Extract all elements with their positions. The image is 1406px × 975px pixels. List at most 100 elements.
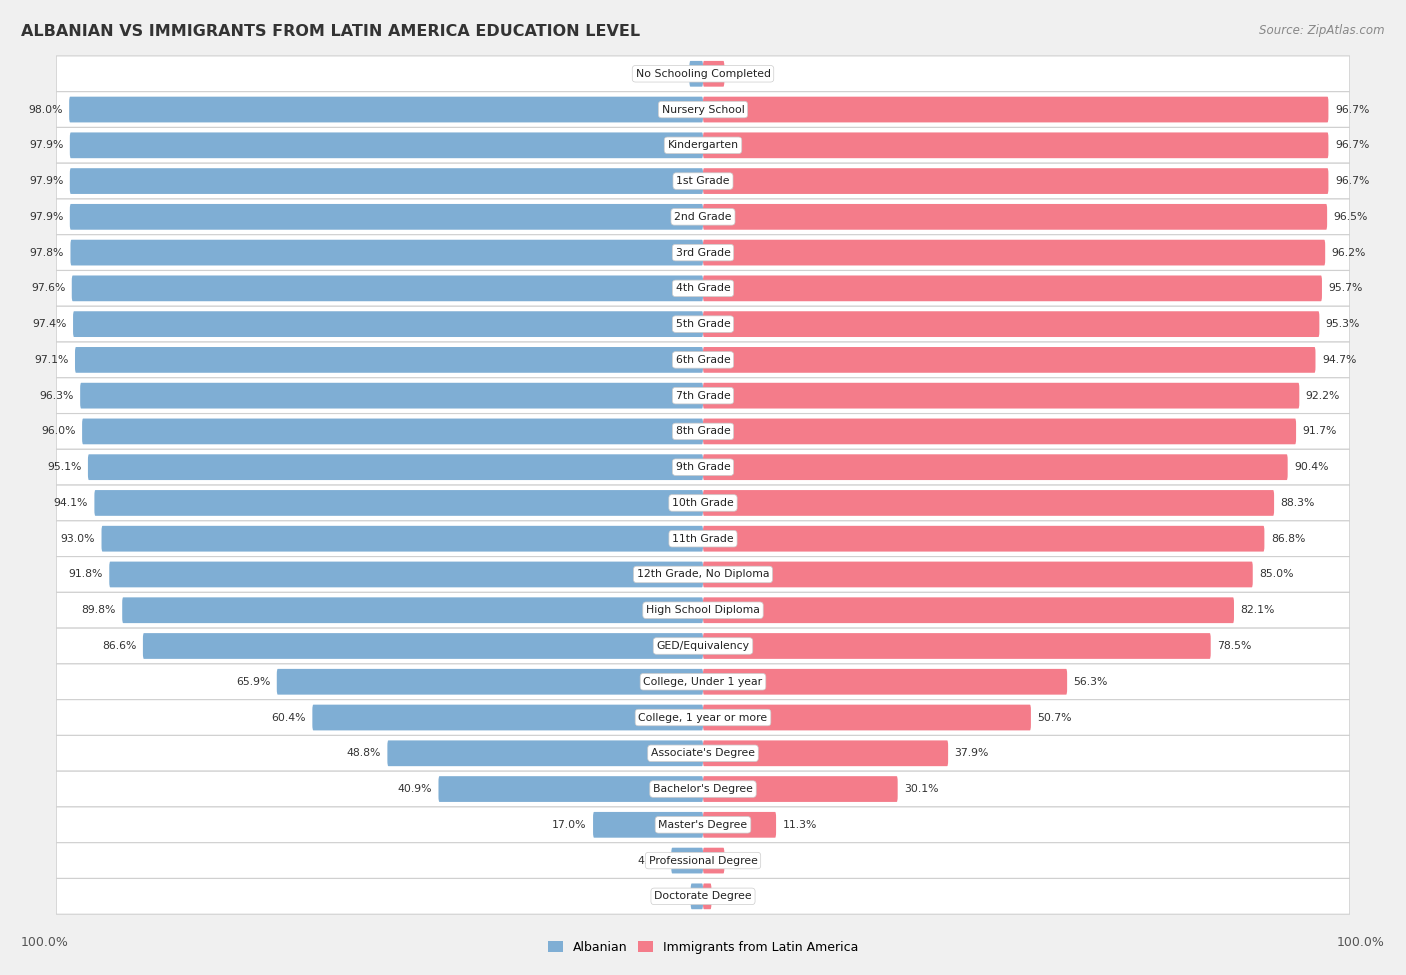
Text: 40.9%: 40.9% [398,784,432,794]
Text: 30.1%: 30.1% [904,784,939,794]
FancyBboxPatch shape [690,883,703,910]
Text: 96.5%: 96.5% [1334,212,1368,222]
Text: 94.1%: 94.1% [53,498,89,508]
FancyBboxPatch shape [689,60,703,87]
Text: 2.1%: 2.1% [655,69,683,79]
Text: 2nd Grade: 2nd Grade [675,212,731,222]
Text: 65.9%: 65.9% [236,677,270,686]
FancyBboxPatch shape [703,526,1264,552]
Text: College, Under 1 year: College, Under 1 year [644,677,762,686]
FancyBboxPatch shape [56,842,1350,878]
Text: 97.4%: 97.4% [32,319,66,330]
FancyBboxPatch shape [75,347,703,372]
Text: No Schooling Completed: No Schooling Completed [636,69,770,79]
Text: 3.3%: 3.3% [731,69,758,79]
FancyBboxPatch shape [56,771,1350,807]
Text: 1.3%: 1.3% [718,891,745,901]
Text: 12th Grade, No Diploma: 12th Grade, No Diploma [637,569,769,579]
Text: Kindergarten: Kindergarten [668,140,738,150]
FancyBboxPatch shape [703,97,1329,123]
Text: 97.9%: 97.9% [30,212,63,222]
FancyBboxPatch shape [56,306,1350,342]
FancyBboxPatch shape [56,163,1350,199]
Legend: Albanian, Immigrants from Latin America: Albanian, Immigrants from Latin America [543,936,863,958]
Text: Doctorate Degree: Doctorate Degree [654,891,752,901]
Text: 4th Grade: 4th Grade [676,284,730,293]
Text: 97.8%: 97.8% [30,248,65,257]
Text: 82.1%: 82.1% [1240,605,1275,615]
FancyBboxPatch shape [703,562,1253,587]
Text: 17.0%: 17.0% [553,820,586,830]
Text: 89.8%: 89.8% [82,605,115,615]
FancyBboxPatch shape [703,669,1067,694]
Text: 11.3%: 11.3% [783,820,817,830]
Text: High School Diploma: High School Diploma [647,605,759,615]
Text: 91.8%: 91.8% [69,569,103,579]
Text: 86.6%: 86.6% [103,641,136,651]
FancyBboxPatch shape [70,133,703,158]
Text: 3rd Grade: 3rd Grade [675,248,731,257]
FancyBboxPatch shape [69,97,703,123]
FancyBboxPatch shape [56,413,1350,449]
FancyBboxPatch shape [703,383,1299,409]
Text: 91.7%: 91.7% [1302,426,1337,437]
Text: Source: ZipAtlas.com: Source: ZipAtlas.com [1260,24,1385,37]
Text: 100.0%: 100.0% [1337,936,1385,949]
FancyBboxPatch shape [703,204,1327,230]
FancyBboxPatch shape [312,705,703,730]
FancyBboxPatch shape [56,342,1350,377]
Text: 1st Grade: 1st Grade [676,176,730,186]
FancyBboxPatch shape [73,311,703,337]
FancyBboxPatch shape [703,311,1319,337]
FancyBboxPatch shape [703,490,1274,516]
Text: 1.9%: 1.9% [657,891,685,901]
Text: 100.0%: 100.0% [21,936,69,949]
FancyBboxPatch shape [70,240,703,265]
Text: 98.0%: 98.0% [28,104,63,114]
Text: 96.2%: 96.2% [1331,248,1367,257]
Text: 90.4%: 90.4% [1294,462,1329,472]
FancyBboxPatch shape [80,383,703,409]
Text: 50.7%: 50.7% [1038,713,1071,722]
Text: 96.0%: 96.0% [41,426,76,437]
FancyBboxPatch shape [703,847,724,874]
FancyBboxPatch shape [110,562,703,587]
FancyBboxPatch shape [56,199,1350,235]
FancyBboxPatch shape [72,276,703,301]
FancyBboxPatch shape [703,454,1288,480]
Text: 97.1%: 97.1% [34,355,69,365]
Text: 37.9%: 37.9% [955,748,988,759]
Text: 48.8%: 48.8% [346,748,381,759]
FancyBboxPatch shape [703,418,1296,445]
FancyBboxPatch shape [143,633,703,659]
Text: 96.7%: 96.7% [1334,176,1369,186]
FancyBboxPatch shape [703,133,1329,158]
Text: 11th Grade: 11th Grade [672,533,734,544]
FancyBboxPatch shape [56,735,1350,771]
FancyBboxPatch shape [82,418,703,445]
FancyBboxPatch shape [56,270,1350,306]
FancyBboxPatch shape [122,598,703,623]
Text: 10th Grade: 10th Grade [672,498,734,508]
Text: 9th Grade: 9th Grade [676,462,730,472]
Text: Bachelor's Degree: Bachelor's Degree [652,784,754,794]
FancyBboxPatch shape [56,557,1350,593]
FancyBboxPatch shape [56,56,1350,92]
FancyBboxPatch shape [703,633,1211,659]
Text: GED/Equivalency: GED/Equivalency [657,641,749,651]
FancyBboxPatch shape [56,521,1350,557]
Text: 94.7%: 94.7% [1322,355,1357,365]
Text: Nursery School: Nursery School [662,104,744,114]
Text: 85.0%: 85.0% [1260,569,1294,579]
Text: 56.3%: 56.3% [1074,677,1108,686]
FancyBboxPatch shape [56,878,1350,915]
FancyBboxPatch shape [703,812,776,838]
FancyBboxPatch shape [439,776,703,801]
Text: Master's Degree: Master's Degree [658,820,748,830]
Text: 92.2%: 92.2% [1306,391,1340,401]
FancyBboxPatch shape [56,485,1350,521]
Text: 97.9%: 97.9% [30,176,63,186]
FancyBboxPatch shape [593,812,703,838]
Text: 4.9%: 4.9% [637,856,665,866]
FancyBboxPatch shape [56,92,1350,128]
